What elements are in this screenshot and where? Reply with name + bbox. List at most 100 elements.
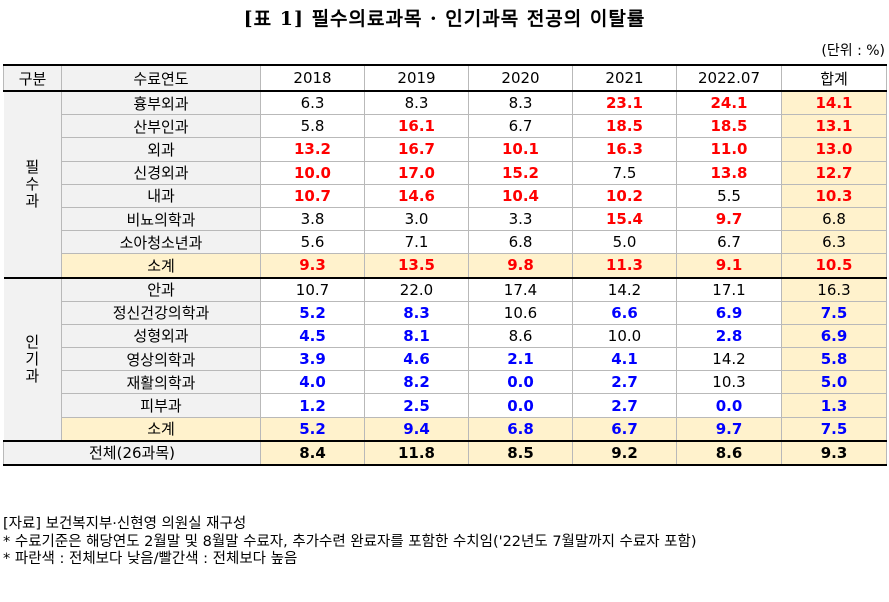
table-row: 영상의학과 3.9 4.6 2.1 4.1 14.2 5.8	[4, 347, 887, 372]
value-cell: 15.4	[572, 206, 677, 232]
table-row: 소아청소년과 5.6 7.1 6.8 5.0 6.7 6.3	[4, 230, 887, 255]
value-cell: 8.3	[364, 90, 469, 116]
total-row: 전체(26과목) 8.4 11.8 8.5 9.2 8.6 9.3	[3, 439, 887, 467]
total-value-cell: 8.4	[260, 439, 365, 467]
value-cell: 8.3	[364, 300, 469, 325]
value-cell: 9.8	[468, 253, 573, 278]
value-cell: 1.2	[260, 393, 365, 418]
total-value-cell: 8.6	[676, 439, 782, 467]
subject-name-cell: 영상의학과	[61, 347, 261, 372]
header-row: 구분 수료연도 2018 2019 2020 2021 2022.07 합계	[3, 64, 887, 92]
value-cell: 17.4	[468, 276, 573, 302]
sum-cell: 5.8	[781, 347, 887, 372]
value-cell: 14.6	[364, 183, 469, 208]
sum-cell: 10.3	[781, 183, 887, 208]
subject-name-cell: 신경외과	[61, 160, 261, 185]
subject-name-cell: 안과	[61, 276, 261, 302]
table-row: 성형외과 4.5 8.1 8.6 10.0 2.8 6.9	[4, 323, 887, 349]
total-value-cell: 8.5	[468, 439, 573, 467]
subject-name-cell: 소아청소년과	[61, 230, 261, 255]
value-cell: 5.8	[260, 114, 365, 139]
value-cell: 6.8	[468, 416, 573, 442]
header-cell: 구분	[3, 64, 62, 92]
value-cell: 2.7	[572, 370, 677, 395]
value-cell: 23.1	[572, 90, 677, 116]
table-row: 인기과 안과 10.7 22.0 17.4 14.2 17.1 16.3	[3, 276, 887, 442]
table-row: 내과 10.7 14.6 10.4 10.2 5.5 10.3	[4, 183, 887, 208]
sum-cell: 6.3	[781, 230, 887, 255]
value-cell: 5.2	[260, 416, 365, 442]
sum-cell: 1.3	[781, 393, 887, 418]
subject-name-cell: 소계	[61, 253, 261, 278]
value-cell: 4.6	[364, 347, 469, 372]
value-cell: 10.4	[468, 183, 573, 208]
table-row: 피부과 1.2 2.5 0.0 2.7 0.0 1.3	[4, 393, 887, 418]
value-cell: 16.3	[572, 137, 677, 162]
subtotal-row: 소계 5.2 9.4 6.8 6.7 9.7 7.5	[4, 416, 887, 442]
value-cell: 6.8	[468, 230, 573, 255]
value-cell: 8.3	[468, 90, 573, 116]
sum-cell: 14.1	[781, 90, 887, 116]
value-cell: 17.0	[364, 160, 469, 185]
sum-cell: 7.5	[781, 416, 887, 442]
value-cell: 3.9	[260, 347, 365, 372]
header-cell: 수료연도	[61, 64, 261, 92]
value-cell: 6.7	[676, 230, 782, 255]
value-cell: 16.7	[364, 137, 469, 162]
sum-cell: 13.0	[781, 137, 887, 162]
value-cell: 18.5	[676, 114, 782, 139]
header-cell: 2019	[364, 64, 469, 92]
value-cell: 0.0	[468, 370, 573, 395]
subject-name-cell: 성형외과	[61, 323, 261, 349]
value-cell: 13.5	[364, 253, 469, 278]
sum-cell: 16.3	[781, 276, 887, 302]
value-cell: 2.5	[364, 393, 469, 418]
value-cell: 2.1	[468, 347, 573, 372]
value-cell: 5.6	[260, 230, 365, 255]
value-cell: 0.0	[676, 393, 782, 418]
subject-name-cell: 소계	[61, 416, 261, 442]
value-cell: 5.2	[260, 300, 365, 325]
value-cell: 8.6	[468, 323, 573, 349]
footnotes: [자료] 보건복지부·신현영 의원실 재구성 * 수료기준은 해당연도 2월말 …	[3, 516, 887, 569]
subject-name-cell: 흉부외과	[61, 90, 261, 116]
table-row: 산부인과 5.8 16.1 6.7 18.5 18.5 13.1	[4, 114, 887, 139]
value-cell: 9.4	[364, 416, 469, 442]
value-cell: 0.0	[468, 393, 573, 418]
value-cell: 9.3	[260, 253, 365, 278]
value-cell: 15.2	[468, 160, 573, 185]
value-cell: 14.2	[676, 347, 782, 372]
value-cell: 24.1	[676, 90, 782, 116]
unit-label: (단위 : %)	[821, 43, 885, 59]
value-cell: 6.6	[572, 300, 677, 325]
subject-name-cell: 산부인과	[61, 114, 261, 139]
value-cell: 13.8	[676, 160, 782, 185]
value-cell: 7.5	[572, 160, 677, 185]
sum-cell: 10.5	[781, 253, 887, 278]
category-label: 필수과	[25, 157, 40, 210]
sum-cell: 5.0	[781, 370, 887, 395]
value-cell: 17.1	[676, 276, 782, 302]
subtotal-row: 소계 9.3 13.5 9.8 11.3 9.1 10.5	[4, 253, 887, 278]
value-cell: 8.2	[364, 370, 469, 395]
value-cell: 4.0	[260, 370, 365, 395]
value-cell: 10.6	[468, 300, 573, 325]
subject-name-cell: 내과	[61, 183, 261, 208]
source-note: [자료] 보건복지부·신현영 의원실 재구성	[3, 516, 247, 532]
table-row: 신경외과 10.0 17.0 15.2 7.5 13.8 12.7	[4, 160, 887, 185]
value-cell: 10.1	[468, 137, 573, 162]
value-cell: 4.1	[572, 347, 677, 372]
value-cell: 9.1	[676, 253, 782, 278]
table-row: 외과 13.2 16.7 10.1 16.3 11.0 13.0	[4, 137, 887, 162]
criteria-note: * 수료기준은 해당연도 2월말 및 8월말 수료자, 추가수련 완료자를 포함…	[3, 533, 697, 550]
value-cell: 3.0	[364, 206, 469, 232]
value-cell: 16.1	[364, 114, 469, 139]
header-cell: 2022.07	[676, 64, 782, 92]
table-row: 필수과 흉부외과 6.3 8.3 8.3 23.1 24.1 14.1	[3, 90, 887, 278]
header-cell: 2020	[468, 64, 573, 92]
table-row: 재활의학과 4.0 8.2 0.0 2.7 10.3 5.0	[4, 370, 887, 395]
color-legend-note: * 파란색 : 전체보다 낮음/빨간색 : 전체보다 높음	[3, 551, 298, 567]
value-cell: 9.7	[676, 416, 782, 442]
category-cell: 인기과	[3, 276, 62, 442]
value-cell: 7.1	[364, 230, 469, 255]
